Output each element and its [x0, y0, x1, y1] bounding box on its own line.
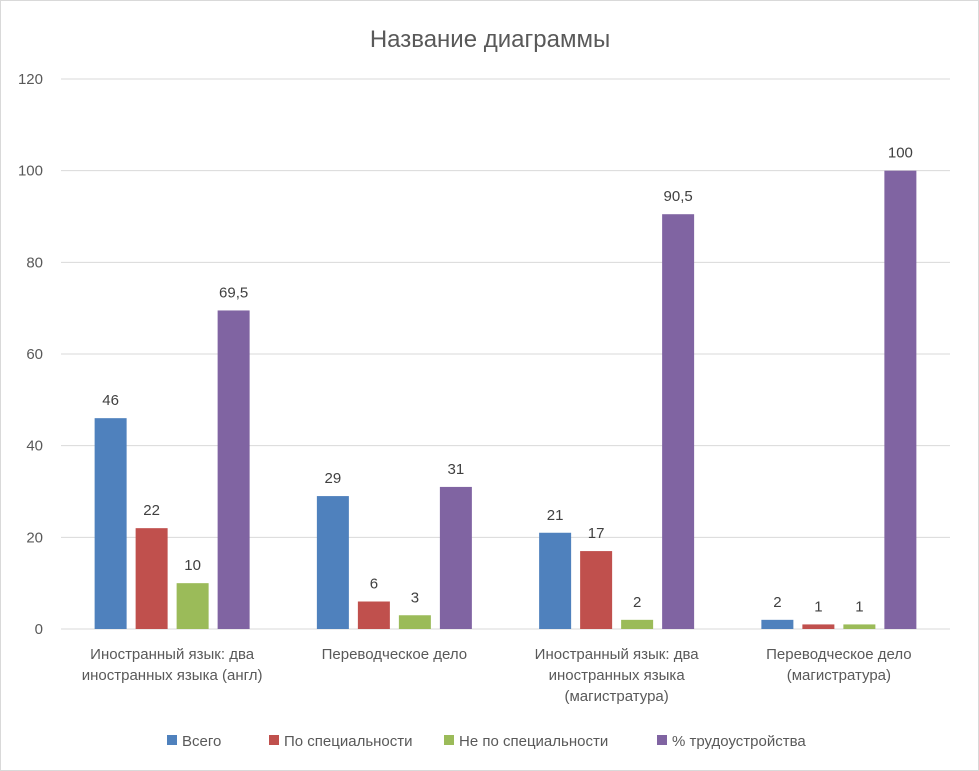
data-label: 6: [370, 576, 378, 593]
category-label-line: иностранных языка: [549, 667, 686, 684]
bar-3-3: [621, 619, 654, 629]
x-axis: Иностранный язык: два иностранных языка (…: [82, 646, 912, 705]
category-label: Переводческое дело (магистратура): [766, 646, 911, 684]
data-label: 2: [633, 594, 641, 611]
legend-swatch: [167, 735, 177, 745]
data-label: 46: [102, 392, 119, 409]
category-label: Иностранный язык: два иностранных языка (м…: [535, 646, 700, 705]
category-label: Иностранный язык: два иностранных языка (…: [82, 646, 263, 684]
y-tick-label: 120: [18, 71, 43, 88]
legend: Всего По специальности Не по специальности…: [167, 733, 806, 750]
y-tick-label: 20: [26, 529, 43, 546]
y-tick-label: 40: [26, 438, 43, 455]
category-label-line: Переводческое дело: [766, 646, 911, 663]
data-label: 29: [325, 470, 342, 487]
bar-2-2: [357, 601, 390, 629]
legend-label: Всего: [182, 733, 221, 750]
y-tick-label: 100: [18, 163, 43, 180]
category-label-line: иностранных языка (англ): [82, 667, 263, 684]
gridlines: [61, 78, 950, 630]
bar-1-2: [316, 496, 349, 629]
bar-2-4: [802, 624, 835, 629]
category-label: Переводческое дело: [322, 646, 467, 663]
category-label-line: Переводческое дело: [322, 646, 467, 663]
data-label: 69,5: [219, 284, 248, 301]
data-label: 90,5: [664, 188, 693, 205]
data-label: 17: [588, 525, 605, 542]
y-tick-label: 60: [26, 346, 43, 363]
data-label: 31: [448, 461, 465, 478]
bar-4-2: [439, 486, 472, 629]
y-axis: 0 20 40 60 80 100 120: [18, 71, 43, 638]
legend-label: По специальности: [284, 733, 413, 750]
data-label: 1: [855, 598, 863, 615]
legend-label: Не по специальности: [459, 733, 608, 750]
data-label: 22: [143, 502, 160, 519]
data-label: 3: [411, 589, 419, 606]
bars: [94, 170, 917, 630]
bar-4-4: [884, 170, 917, 629]
bar-1-4: [761, 619, 794, 629]
y-tick-label: 80: [26, 254, 43, 271]
bar-3-4: [843, 624, 876, 629]
bar-4-1: [217, 310, 250, 629]
legend-label: % трудоустройства: [672, 733, 806, 750]
bar-1-1: [94, 418, 127, 629]
y-tick-label: 0: [35, 621, 43, 638]
category-label-line: (магистратура): [564, 688, 668, 705]
category-label-line: Иностранный язык: два: [535, 646, 700, 663]
bar-2-1: [135, 528, 168, 629]
bar-1-3: [539, 532, 572, 629]
data-label: 21: [547, 507, 564, 524]
bar-2-3: [580, 551, 613, 629]
bar-3-2: [398, 615, 431, 629]
data-label: 10: [184, 557, 201, 574]
data-label: 2: [773, 594, 781, 611]
legend-swatch: [269, 735, 279, 745]
chart-title: Название диаграммы: [370, 26, 610, 53]
category-label-line: Иностранный язык: два: [90, 646, 255, 663]
category-label-line: (магистратура): [787, 667, 891, 684]
legend-swatch: [657, 735, 667, 745]
bar-4-3: [662, 214, 695, 630]
data-label: 1: [814, 598, 822, 615]
data-label: 100: [888, 145, 913, 162]
bar-3-1: [176, 583, 209, 629]
legend-swatch: [444, 735, 454, 745]
